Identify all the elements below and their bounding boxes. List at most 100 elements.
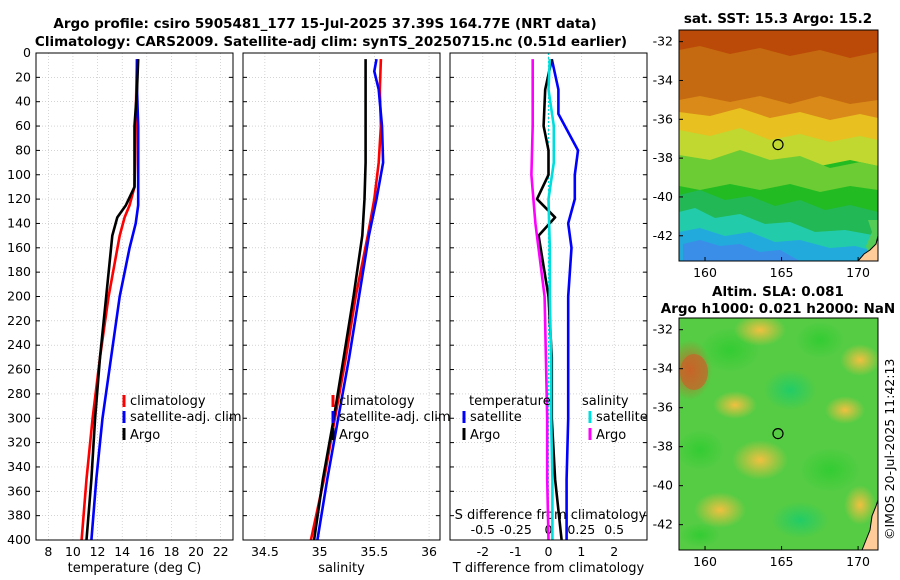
map-y-tick-label: -32: [653, 322, 673, 337]
sla-map-axes: -32 -34 -36 -38 -40 -42 160 165 170: [653, 322, 870, 569]
y-tick-label: 60: [15, 118, 31, 133]
y-tick-label: 20: [15, 69, 31, 84]
y-tick-label: 200: [7, 289, 31, 304]
series-line-climatology: [309, 59, 383, 541]
x-tick-label: 18: [163, 544, 179, 559]
map-x-tick-label: 170: [846, 554, 870, 569]
figure-title-line2: Climatology: CARS2009. Satellite-adj cli…: [35, 34, 627, 50]
x-tick-label: 14: [114, 544, 130, 559]
y-tick-label: 120: [7, 191, 31, 206]
x-tick-label: 10: [65, 544, 81, 559]
map-y-tick-label: -36: [653, 400, 673, 415]
map-y-tick-label: -34: [653, 72, 673, 87]
legend-t-argo-label: Argo: [470, 428, 500, 443]
x-tick-label: 1: [577, 544, 585, 559]
map-x-tick-label: 170: [846, 265, 870, 280]
y-tick-label: 380: [7, 508, 31, 523]
map-y-tick-label: -36: [653, 111, 673, 126]
legend-argo-label: Argo: [339, 428, 369, 443]
y-tick-label: 100: [7, 167, 31, 182]
y-tick-label: 240: [7, 337, 31, 352]
y-tick-label: 180: [7, 264, 31, 279]
difference-legend: temperature satellite Argo salinity sate…: [462, 394, 648, 443]
series-line-argo: [312, 59, 367, 541]
sla-map-title-line2: Argo h1000: 0.021 h2000: NaN: [661, 301, 895, 317]
map-x-tick-label: 160: [693, 265, 717, 280]
y-tick-label: 80: [15, 142, 31, 157]
sla-map-frame: [678, 317, 879, 551]
x-tick-label: 8: [44, 544, 52, 559]
salinity-legend: climatology satellite-adj. clim Argo: [331, 394, 451, 443]
y-tick-label: 340: [7, 459, 31, 474]
map-x-tick-label: 165: [770, 265, 794, 280]
sla-map-image: [679, 318, 878, 550]
legend-satellite-label: satellite-adj. clim: [130, 410, 242, 425]
x-tick-label: 20: [188, 544, 204, 559]
x-tick-label: 35: [312, 544, 328, 559]
y-tick-label: 360: [7, 483, 31, 498]
x-tick-label: 0: [545, 544, 553, 559]
y-tick-label: 400: [7, 532, 31, 547]
map-y-tick-label: -38: [653, 439, 673, 454]
series-line-argo: [85, 59, 140, 541]
salinity-panel: 34.5 35 35.5 36 salinity: [242, 52, 441, 576]
x2-tick-label: 0.5: [604, 522, 624, 537]
y-tick-label: 140: [7, 215, 31, 230]
y-tick-label: 300: [7, 410, 31, 425]
y-tick-label: 40: [15, 94, 31, 109]
legend-climatology-label: climatology: [339, 394, 415, 409]
series-line-s-satellite: [547, 59, 556, 540]
sla-map-title-line1: Altim. SLA: 0.081: [712, 284, 844, 300]
legend-s-argo-label: Argo: [596, 428, 626, 443]
sst-map-title: sat. SST: 15.3 Argo: 15.2: [684, 11, 872, 27]
map-x-tick-label: 165: [770, 554, 794, 569]
x-tick-label: 12: [90, 544, 106, 559]
x2-axis-label: S difference from climatology: [455, 508, 647, 523]
map-y-tick-label: -34: [653, 361, 673, 376]
x-tick-label: 35.5: [360, 544, 388, 559]
x-tick-label: 34.5: [251, 544, 279, 559]
x-tick-label: 16: [139, 544, 155, 559]
map-y-tick-label: -42: [653, 228, 673, 243]
x-tick-label: -2: [477, 544, 489, 559]
series-line-satellite-adj-clim: [316, 58, 385, 541]
map-y-tick-label: -42: [653, 517, 673, 532]
plot-frame: [242, 52, 441, 541]
sla-argo-marker: [772, 428, 784, 440]
y-tick-label: 260: [7, 362, 31, 377]
map-y-tick-label: -32: [653, 34, 673, 49]
x-tick-label: 36: [421, 544, 437, 559]
x-tick-label: 22: [213, 544, 229, 559]
map-y-tick-label: -40: [653, 189, 673, 204]
series-line-t-satellite: [550, 58, 580, 540]
x-tick-label: -1: [509, 544, 521, 559]
legend-s-satellite-label: satellite: [596, 410, 648, 425]
sst-map-frame: [678, 29, 879, 262]
x2-tick-label: -0.25: [499, 522, 531, 537]
y-tick-label: 220: [7, 313, 31, 328]
legend-climatology-label: climatology: [130, 394, 206, 409]
series-line-climatology: [80, 59, 139, 541]
legend-salinity-header: salinity: [582, 394, 629, 409]
legend-t-satellite-label: satellite: [470, 410, 522, 425]
sst-map-image: [679, 30, 878, 261]
temperature-legend: climatology satellite-adj. clim Argo: [122, 394, 242, 443]
y-tick-label: 160: [7, 240, 31, 255]
y-tick-label: 280: [7, 386, 31, 401]
legend-satellite-label: satellite-adj. clim: [339, 410, 451, 425]
imos-watermark: ©IMOS 20-Jul-2025 11:42:13: [882, 359, 897, 540]
series-line-s-argo: [530, 59, 550, 541]
legend-temperature-header: temperature: [469, 394, 551, 409]
x-axis-label: temperature (deg C): [68, 561, 202, 576]
x-axis-label: T difference from climatology: [452, 561, 645, 576]
map-y-tick-label: -40: [653, 478, 673, 493]
x-axis-label: salinity: [318, 561, 365, 576]
x2-tick-label: 0.25: [567, 522, 595, 537]
x2-tick-label: -0.5: [471, 522, 495, 537]
x-tick-label: 2: [610, 544, 618, 559]
sst-argo-marker: [772, 139, 784, 151]
map-y-tick-label: -38: [653, 150, 673, 165]
sst-map-axes: -32 -34 -36 -38 -40 -42 160 165 170: [653, 34, 870, 280]
